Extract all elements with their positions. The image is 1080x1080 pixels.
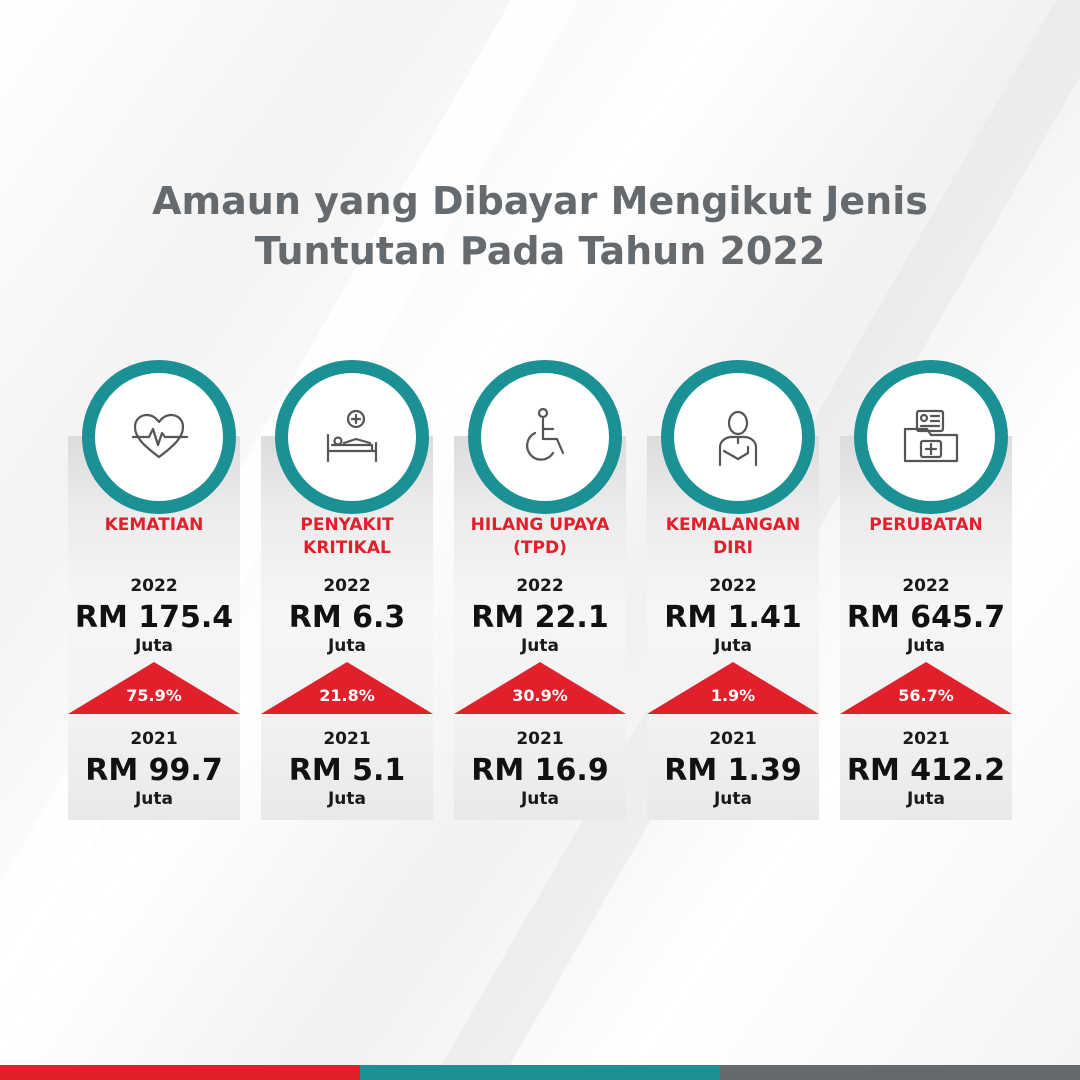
unit-2021: Juta [134, 789, 174, 809]
year-2022: 2022 [130, 576, 178, 596]
unit-2021: Juta [713, 789, 753, 809]
category-label-line-2: DIRI [713, 538, 753, 558]
category-label: PERUBATAN [836, 514, 1016, 537]
amount-2022: RM 22.1 [471, 600, 609, 635]
unit-2021: Juta [906, 789, 946, 809]
year-2022: 2022 [902, 576, 950, 596]
hospital-bed-icon [326, 409, 378, 463]
unit-2022: Juta [713, 636, 753, 656]
unit-2022: Juta [906, 636, 946, 656]
year-2021: 2021 [323, 729, 371, 749]
unit-2022: Juta [327, 636, 367, 656]
change-percent: 1.9% [710, 686, 756, 705]
icon-ring [82, 360, 236, 514]
change-triangle: 56.7% [840, 662, 1012, 714]
year-2021: 2021 [130, 729, 178, 749]
amount-2021: RM 16.9 [471, 753, 609, 788]
claim-card-penyakit-kritikal: PENYAKIT KRITIKAL 2022 RM 6.3 Juta 21.8%… [257, 360, 437, 820]
change-percent: 75.9% [126, 686, 182, 705]
change-percent: 56.7% [898, 686, 954, 705]
change-triangle: 75.9% [68, 662, 240, 714]
category-label: HILANG UPAYA (TPD) [450, 514, 630, 560]
icon-ring [468, 360, 622, 514]
category-label-line-1: PERUBATAN [869, 515, 983, 535]
amount-2021: RM 412.2 [846, 753, 1006, 788]
injured-person-icon [718, 410, 758, 467]
medical-folder-icon [903, 409, 959, 463]
icon-ring [275, 360, 429, 514]
amount-2021: RM 99.7 [85, 753, 223, 788]
icon-ring [854, 360, 1008, 514]
amount-2022: RM 175.4 [74, 600, 234, 635]
year-2021: 2021 [902, 729, 950, 749]
category-label: PENYAKIT KRITIKAL [257, 514, 437, 560]
year-2021: 2021 [516, 729, 564, 749]
claim-card-perubatan: PERUBATAN 2022 RM 645.7 Juta 56.7% 2021 … [836, 360, 1016, 820]
unit-2021: Juta [327, 789, 367, 809]
claim-card-kematian: KEMATIAN 2022 RM 175.4 Juta 75.9% 2021 R… [64, 360, 244, 820]
unit-2021: Juta [520, 789, 560, 809]
category-label-line-1: PENYAKIT [300, 515, 394, 535]
footer-bar-red [0, 1065, 360, 1080]
wheelchair-icon [526, 407, 565, 461]
amount-2022: RM 645.7 [846, 600, 1006, 635]
change-triangle: 1.9% [647, 662, 819, 714]
amount-2021: RM 5.1 [288, 753, 406, 788]
unit-2022: Juta [134, 636, 174, 656]
category-label: KEMATIAN [64, 514, 244, 537]
category-label: KEMALANGAN DIRI [643, 514, 823, 560]
year-2022: 2022 [709, 576, 757, 596]
footer-bar-teal [360, 1065, 720, 1080]
year-2022: 2022 [516, 576, 564, 596]
page-title: Amaun yang Dibayar Mengikut Jenis Tuntut… [0, 176, 1080, 276]
title-line-2: Tuntutan Pada Tahun 2022 [254, 229, 826, 273]
category-label-line-2: (TPD) [513, 538, 567, 558]
icon-ring [661, 360, 815, 514]
year-2021: 2021 [709, 729, 757, 749]
footer-bar-grey [720, 1065, 1080, 1080]
year-2022: 2022 [323, 576, 371, 596]
category-label-line-2: KRITIKAL [303, 538, 391, 558]
unit-2022: Juta [520, 636, 560, 656]
category-label-line-1: KEMATIAN [104, 515, 204, 535]
amount-2022: RM 6.3 [288, 600, 406, 635]
title-line-1: Amaun yang Dibayar Mengikut Jenis [152, 179, 928, 223]
change-triangle: 30.9% [454, 662, 626, 714]
claim-card-kemalangan-diri: KEMALANGAN DIRI 2022 RM 1.41 Juta 1.9% 2… [643, 360, 823, 820]
category-label-line-1: KEMALANGAN [665, 515, 801, 535]
category-label-line-1: HILANG UPAYA [470, 515, 610, 535]
amount-2022: RM 1.41 [664, 600, 802, 635]
heartbeat-icon [131, 413, 189, 459]
amount-2021: RM 1.39 [664, 753, 802, 788]
change-percent: 30.9% [512, 686, 568, 705]
claim-card-hilang-upaya: HILANG UPAYA (TPD) 2022 RM 22.1 Juta 30.… [450, 360, 630, 820]
change-percent: 21.8% [319, 686, 375, 705]
change-triangle: 21.8% [261, 662, 433, 714]
